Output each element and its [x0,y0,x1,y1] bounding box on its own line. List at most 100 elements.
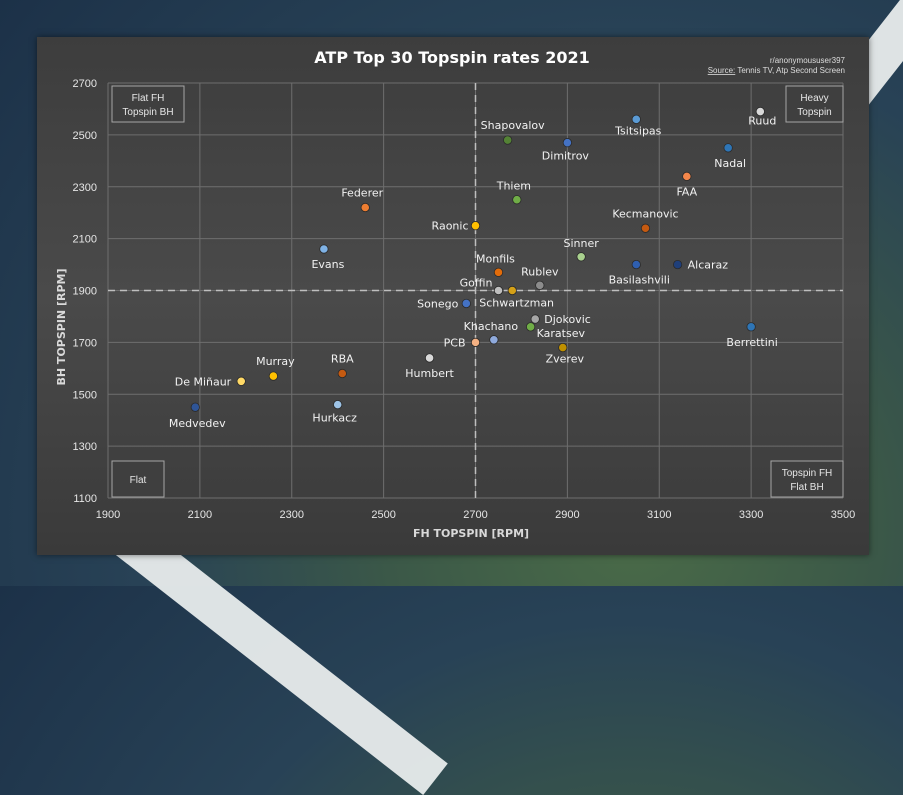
data-point: Federer [341,187,384,213]
data-point-marker [558,342,568,353]
data-point: Khachano [464,320,519,345]
data-point-label: Humbert [405,367,454,380]
x-tick-label: 1900 [96,509,120,521]
data-point-label: Rublev [521,265,559,278]
data-point-label: Basilashvili [609,274,670,287]
data-point-label: Khachano [464,320,519,333]
data-point: Tsitsipas [614,114,662,137]
x-tick-label: 3500 [831,509,855,521]
tick-labels: 1900 2100 2300 2500 2700 2900 3100 3300 3500 1100… [73,78,856,521]
data-point-marker [333,400,343,410]
data-point-marker [493,285,504,296]
data-point: Monfils [476,252,515,277]
data-point-marker [673,259,683,270]
chart-title: ATP Top 30 Topspin rates 2021 [314,48,589,67]
x-tick-label: 3300 [739,509,763,521]
quadrant-text: Flat BH [790,482,823,493]
data-point-marker [631,259,641,270]
quadrant-label-top-left: Flat FH Topspin BH [111,85,185,123]
x-tick-label: 2500 [371,509,395,521]
source-line: Source: Tennis TV, Atp Second Screen [708,66,845,75]
data-point-marker [424,353,435,363]
quadrant-text: Topspin FH [782,468,833,479]
data-point-marker [535,280,545,290]
source-label: Source: [708,66,736,75]
y-axis-label: BH TOPSPIN [RPM] [55,269,68,386]
quadrant-box [770,460,844,498]
data-point-label: Shapovalov [481,119,545,132]
quadrant-label-bottom-left: Flat [111,460,165,498]
data-point-label: Tsitsipas [614,124,662,137]
data-point: Nadal [714,143,746,170]
data-point: RBA [331,353,354,379]
data-point: De Miñaur [175,375,246,388]
data-point-label: Raonic [432,220,469,233]
data-point-label: Djokovic [544,313,591,326]
data-point-label: RBA [331,353,354,366]
data-point-label: Federer [341,187,383,200]
y-tick-label: 1100 [73,493,97,505]
quadrant-label-top-right: Heavy Topspin [785,85,844,123]
data-point: Evans [311,244,345,271]
data-point: Sinner [564,237,599,262]
credit-text: r/anonymoususer397 [770,56,846,65]
data-point-label: Ruud [748,115,776,128]
quadrant-labels: Flat FH Topspin BH Heavy Topspin Flat Topspin… [111,85,844,498]
quadrant-text: Flat [130,475,147,486]
quadrant-box [111,460,165,498]
chart-panel: ATP Top 30 Topspin rates 2021 r/anonymou… [37,37,869,555]
data-point-marker [723,143,733,153]
data-point-marker [507,285,517,296]
y-tick-label: 2100 [73,234,97,246]
data-point-marker [746,322,756,332]
data-point-marker [512,195,522,205]
data-point-label: Thiem [496,180,531,193]
quadrant-label-bottom-right: Topspin FH Flat BH [770,460,844,498]
data-point: Ruud [748,106,776,128]
data-point-marker [337,368,347,379]
y-tick-label: 2300 [73,182,97,194]
data-point-marker [268,371,278,381]
data-point-marker [493,267,504,277]
y-tick-label: 1500 [73,389,97,401]
data-point-marker [755,106,765,117]
data-point: Murray [256,355,295,381]
data-point-label: Medvedev [169,417,226,430]
y-tick-label: 1700 [73,337,97,349]
data-point-label: FAA [676,185,697,198]
quadrant-text: Topspin [797,107,831,118]
data-point-label: Evans [311,258,344,271]
data-point: Rublev [521,265,559,290]
y-tick-label: 1900 [73,286,97,298]
x-tick-label: 2700 [463,509,487,521]
data-point: Djokovic [530,313,591,326]
y-tick-label: 2700 [73,78,97,90]
quadrant-text: Heavy [800,93,828,104]
quadrant-box [785,85,844,123]
data-point-marker [489,335,499,345]
data-points: Ruud Tsitsipas Shapovalov Dimitrov Nadal FAA T… [169,106,778,430]
data-point-marker [631,114,641,124]
data-point-label: Alcaraz [688,259,729,272]
data-point-marker [360,202,370,213]
data-point: Berrettini [726,322,778,349]
data-point-marker [470,221,481,231]
data-point-marker [461,298,471,309]
data-point: Goffin [460,277,504,296]
data-point: Dimitrov [542,138,589,163]
data-point-label: Zverev [546,353,585,366]
data-point-label: PCB [444,336,466,349]
data-point: Hurkacz [312,400,357,425]
data-point: Humbert [405,353,455,380]
x-tick-label: 2300 [280,509,304,521]
data-point-marker [236,376,246,386]
data-point: Alcaraz [673,259,728,272]
data-point-marker [503,135,513,145]
x-tick-label: 2900 [555,509,579,521]
x-tick-label: 2100 [188,509,212,521]
data-point-marker [640,223,651,233]
data-point: Shapovalov [481,119,545,145]
data-point: FAA [676,171,698,198]
quadrant-box [111,85,185,123]
quadrant-text: Flat FH [132,93,165,104]
